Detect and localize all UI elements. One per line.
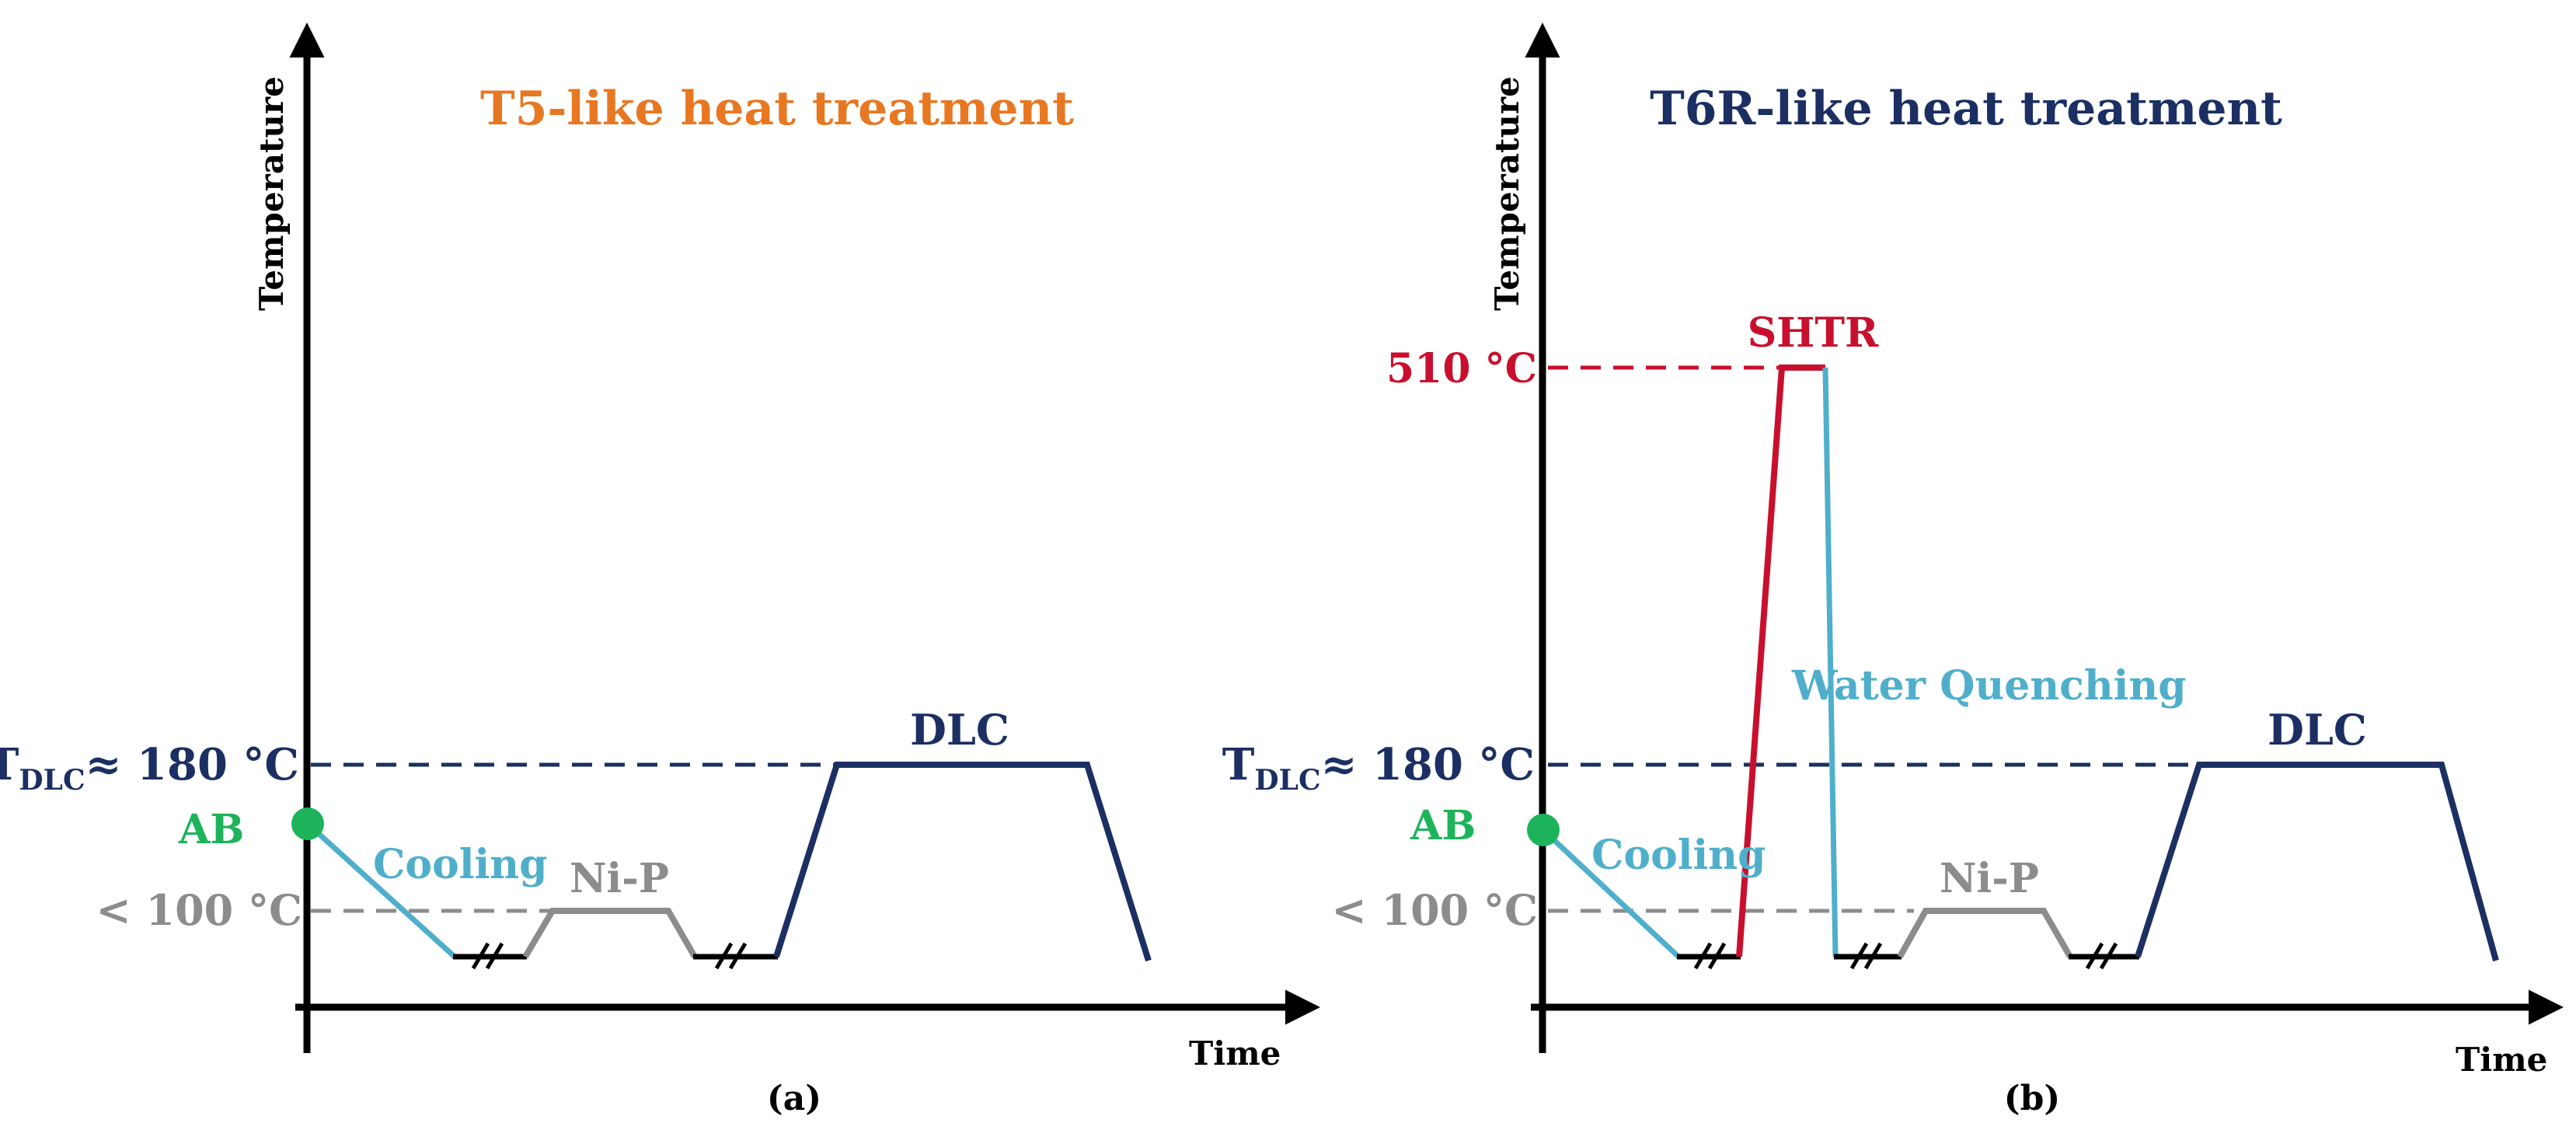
panel-b-tdlc-label: TDLC≈ 180 °C — [1222, 739, 1535, 797]
panel-b-shtr-path — [1736, 364, 1825, 957]
panel-a-break-1b — [485, 942, 504, 970]
panel-b-nip-path — [1897, 908, 2073, 958]
panel-b-ab-label: AB — [1410, 802, 1476, 849]
panel-b-cooling-label: Cooling — [1591, 832, 1766, 879]
panel-a-cooling-label: Cooling — [373, 841, 547, 888]
panel-b-510-label: 510 °C — [1386, 345, 1537, 392]
panel-b-y-axis-label: Temperature — [1488, 76, 1526, 311]
panel-a-break-2a — [714, 942, 734, 970]
panel-a-dlc-label: DLC — [910, 705, 1009, 755]
panel-b-break-2a — [1849, 942, 1869, 970]
panel-a-ab-label: AB — [178, 806, 244, 853]
panel-b-x-axis-label: Time — [2456, 1041, 2547, 1079]
panel-b-quench-line — [1822, 367, 1839, 957]
panel-b-lt100-label: < 100 °C — [1331, 885, 1538, 935]
panel-a-nip-path — [522, 908, 698, 959]
panel-b-break-2b — [1863, 942, 1883, 970]
panel-b-break-3a — [2085, 942, 2104, 970]
panel-a-ab-dot — [291, 807, 324, 840]
panel-a-cooling-line — [305, 821, 457, 959]
panel-a-break-2b — [728, 942, 748, 970]
panel-b-shtr-label: SHTR — [1748, 309, 1879, 357]
panel-b-nip-label: Ni-P — [1940, 855, 2039, 902]
panel-b-break-3b — [2099, 942, 2118, 970]
panel-b-title: T6R-like heat treatment — [1650, 82, 2282, 136]
panel-a: T5-like heat treatment Temperature Time … — [0, 23, 1320, 1118]
panel-b-break-1b — [1707, 942, 1727, 970]
panel-a-dlc-path — [773, 762, 1152, 962]
panel-a-break-1a — [471, 942, 490, 970]
panel-a-nip-label: Ni-P — [570, 855, 669, 902]
panel-b-caption: (b) — [2004, 1079, 2060, 1118]
panel-a-x-axis-label: Time — [1189, 1034, 1281, 1072]
panel-b-ab-dot — [1527, 814, 1560, 846]
panel-b-cooling-line — [1541, 828, 1681, 959]
panel-a-caption: (a) — [767, 1079, 821, 1118]
panel-b-quench-label: Water Quenching — [1791, 662, 2187, 710]
panel-b: T6R-like heat treatment Temperature Time… — [1222, 23, 2564, 1118]
panel-b-dlc-path — [2135, 762, 2499, 962]
panel-b-dlc-label: DLC — [2268, 705, 2367, 755]
panel-a-y-axis-label: Temperature — [253, 76, 291, 311]
panel-a-tdlc-label: TDLC≈ 180 °C — [0, 739, 299, 797]
panel-a-title: T5-like heat treatment — [480, 82, 1074, 136]
panel-a-lt100-label: < 100 °C — [96, 885, 302, 935]
panel-b-break-1a — [1693, 942, 1713, 970]
